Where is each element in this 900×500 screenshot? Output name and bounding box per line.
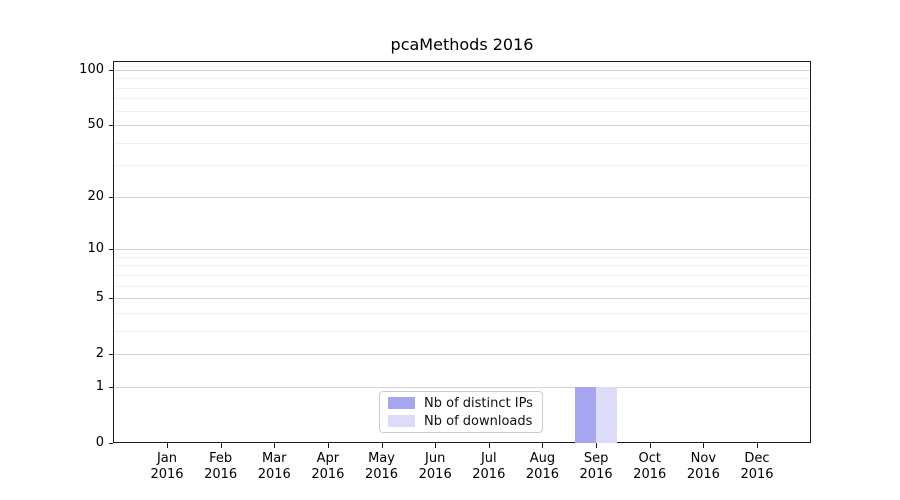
legend-swatch [388,397,415,409]
y-tick-label: 5 [95,290,104,306]
y-tick-label: 1 [95,378,104,394]
x-tick-label: Dec 2016 [740,451,774,482]
x-tick-label: Jul 2016 [472,451,506,482]
y-tick-mark [109,443,113,444]
legend-swatch [388,415,415,427]
x-tick-label: Jan 2016 [150,451,184,482]
x-tick-label: Sep 2016 [579,451,613,482]
x-tick-mark [220,443,222,448]
chart-title: pcaMethods 2016 [390,35,534,54]
x-tick-mark [327,443,329,448]
legend-item-label: Nb of distinct IPs [424,395,533,411]
x-tick-mark [381,443,383,448]
legend-item: Nb of downloads [388,414,534,429]
x-tick-mark [703,443,705,448]
x-tick-label: Feb 2016 [204,451,238,482]
legend-item-label: Nb of downloads [424,413,533,429]
x-tick-label: Jun 2016 [418,451,452,482]
legend-item: Nb of distinct IPs [388,396,534,411]
x-tick-label: Mar 2016 [257,451,291,482]
x-tick-label: May 2016 [364,451,399,482]
x-tick-mark [167,443,168,448]
x-tick-mark [649,443,651,448]
x-tick-label: Oct 2016 [633,451,667,482]
x-tick-label: Aug 2016 [525,451,559,482]
x-tick-mark [596,443,598,448]
x-tick-mark [488,443,490,448]
y-tick-label: 0 [95,435,104,450]
x-tick-mark [542,443,544,448]
legend: Nb of distinct IPs Nb of downloads [379,391,543,433]
x-tick-mark [435,443,437,448]
y-tick-label: 10 [87,241,104,257]
y-tick-label: 2 [95,346,104,362]
x-tick-label: Apr 2016 [311,451,345,482]
y-tick-label: 100 [79,62,104,77]
y-tick-label: 50 [87,117,104,133]
x-tick-mark [274,443,276,448]
plot-area [113,61,811,443]
x-tick-mark [757,443,758,448]
y-tick-label: 20 [87,188,104,204]
x-tick-label: Nov 2016 [686,451,720,482]
